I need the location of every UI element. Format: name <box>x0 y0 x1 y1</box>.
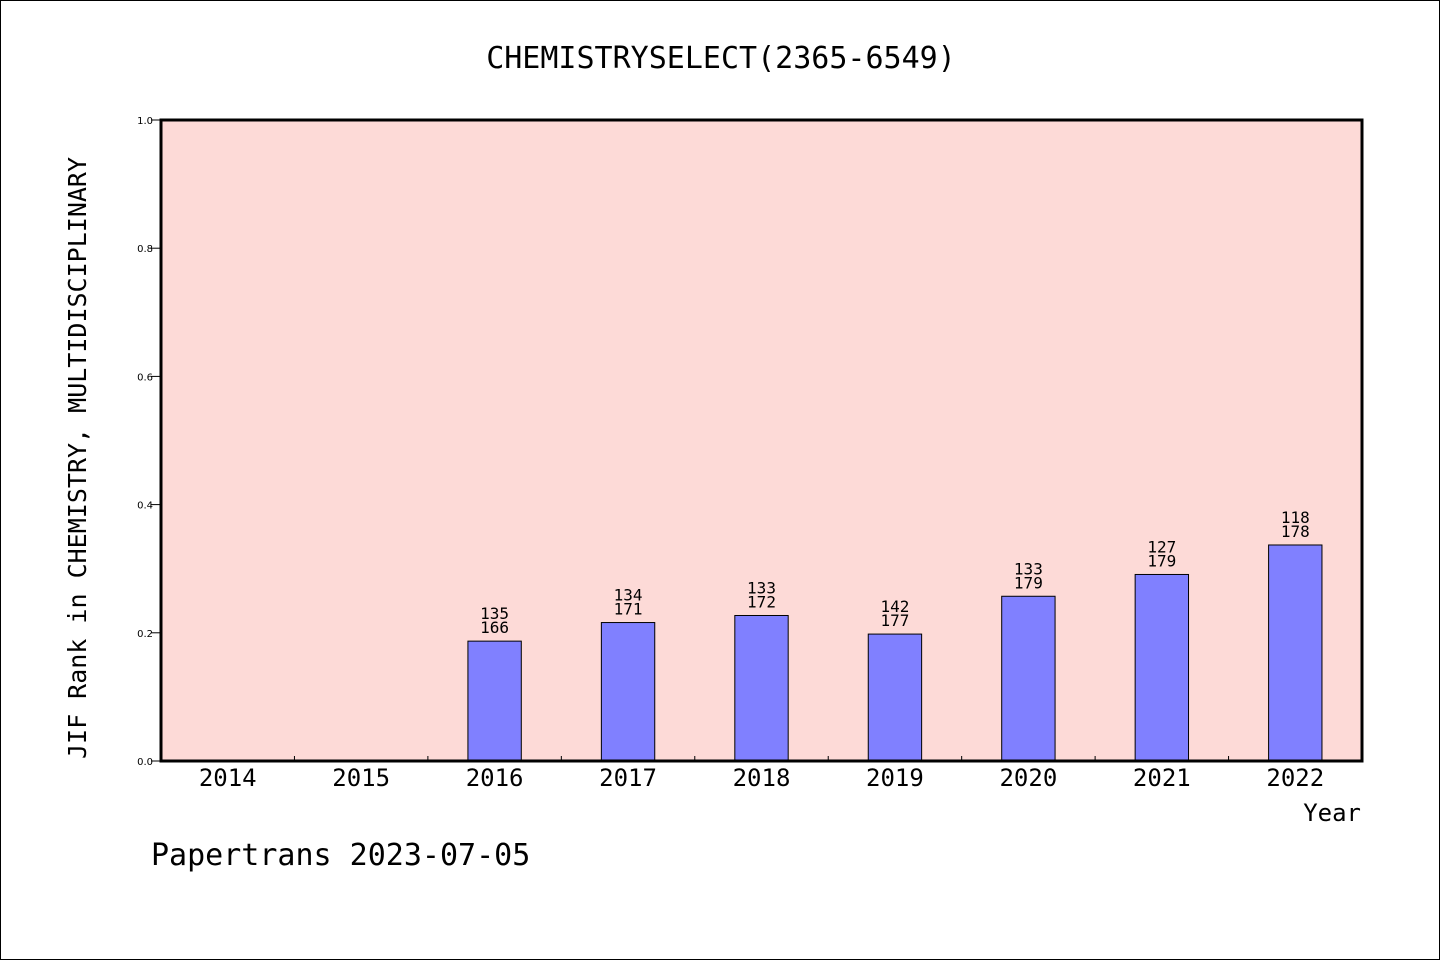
bar-label-rank-2016: 135 <box>480 604 509 623</box>
bar-label-rank-2019: 142 <box>880 597 909 616</box>
bar-2016 <box>467 640 522 762</box>
y-tick-label: 1.0 <box>137 116 153 127</box>
x-tick-label-2021: 2021 <box>1133 764 1191 792</box>
chart-title: CHEMISTRYSELECT(2365-6549) <box>486 41 956 76</box>
x-axis-label: Year <box>1303 799 1361 827</box>
footer-credit: Papertrans 2023-07-05 <box>151 838 530 873</box>
bar-label-total-2022: 178 <box>1281 522 1310 541</box>
bar-label-total-2018: 172 <box>747 592 776 611</box>
plot-border <box>159 118 1364 763</box>
bar-label-total-2019: 177 <box>880 611 909 630</box>
x-tick-label-2018: 2018 <box>733 764 791 792</box>
x-tick-label-2022: 2022 <box>1266 764 1324 792</box>
bar-2017 <box>600 622 656 762</box>
x-tick-label-2014: 2014 <box>199 764 257 792</box>
bar-label-rank-2018: 133 <box>747 578 776 597</box>
bar-2019 <box>867 633 923 762</box>
y-axis-ticks: 0.0 0.2 0.4 0.6 0.8 1.0 <box>137 116 161 768</box>
y-tick-label: 0.8 <box>137 244 153 255</box>
x-tick-label-2017: 2017 <box>599 764 657 792</box>
x-axis-ticks: 2014 2015 2016 2017 2018 2019 2020 2021 2022 <box>199 756 1324 792</box>
y-tick-label: 0.4 <box>137 501 153 512</box>
bar-label-total-2021: 179 <box>1147 551 1176 570</box>
bar-label-total-2016: 166 <box>480 618 509 637</box>
x-tick-label-2016: 2016 <box>466 764 524 792</box>
bar-2018 <box>734 614 789 762</box>
bars-layer <box>467 544 1323 762</box>
bar-2021 <box>1134 573 1190 762</box>
bar-label-rank-2020: 133 <box>1014 559 1043 578</box>
y-axis-label: JIF Rank in CHEMISTRY, MULTIDISCIPLINARY <box>63 157 92 759</box>
y-tick-label: 0.6 <box>137 372 153 383</box>
bar-label-total-2017: 171 <box>614 600 643 619</box>
bar-label-total-2020: 179 <box>1014 573 1043 592</box>
x-tick-label-2020: 2020 <box>999 764 1057 792</box>
bar-2020 <box>1001 595 1056 762</box>
bar-label-rank-2017: 134 <box>614 586 643 605</box>
y-tick-label: 0.2 <box>137 629 153 640</box>
x-tick-label-2019: 2019 <box>866 764 924 792</box>
y-tick-label: 0.0 <box>137 757 153 768</box>
bar-label-rank-2022: 118 <box>1281 508 1310 527</box>
bar-label-rank-2021: 127 <box>1147 537 1176 556</box>
x-tick-label-2015: 2015 <box>332 764 390 792</box>
bar-2022 <box>1268 544 1323 762</box>
